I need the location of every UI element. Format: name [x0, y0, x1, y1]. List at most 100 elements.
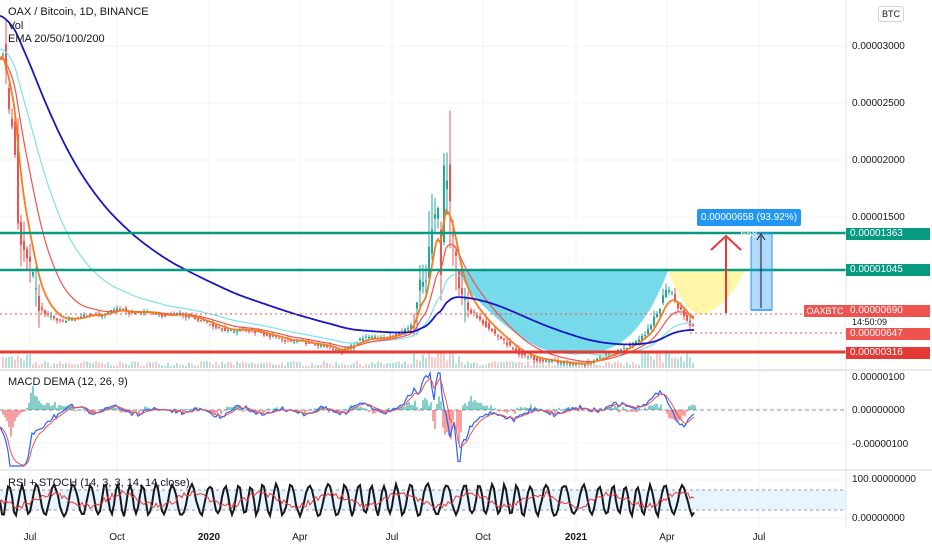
macd-histogram-bar	[452, 410, 454, 421]
candle-body	[293, 341, 295, 343]
candle-body	[596, 358, 598, 361]
macd-title[interactable]: MACD DEMA (12, 26, 9)	[8, 376, 128, 388]
volume-bar	[470, 363, 472, 368]
volume-bar	[587, 363, 589, 368]
candle-body	[134, 312, 136, 314]
candle-body	[65, 320, 67, 323]
candle-body	[203, 320, 205, 322]
macd-histogram-bar	[78, 409, 80, 411]
volume-bar	[641, 353, 643, 368]
volume-bar	[644, 351, 646, 368]
macd-histogram-bar	[516, 407, 518, 410]
macd-histogram-bar	[246, 407, 248, 410]
macd-histogram-bar	[492, 408, 494, 410]
volume-bar	[344, 364, 346, 368]
candle-body	[101, 316, 103, 318]
macd-histogram-bar	[14, 410, 16, 422]
macd-histogram-bar	[404, 406, 406, 410]
volume-bar	[158, 364, 160, 368]
macd-histogram-bar	[500, 410, 502, 411]
volume-bar	[8, 356, 10, 368]
volume-bar	[308, 365, 310, 368]
rsi-title[interactable]: RSI + STOCH (14, 3, 3, 14, 14,close)	[8, 477, 190, 489]
macd-histogram-bar	[60, 405, 62, 410]
macd-histogram-bar	[340, 410, 342, 414]
volume-bar	[440, 352, 442, 368]
macd-histogram-bar	[48, 403, 50, 410]
currency-button[interactable]: BTC	[878, 6, 904, 22]
macd-histogram-bar	[360, 406, 362, 410]
volume-bar	[257, 363, 259, 368]
macd-histogram-bar	[230, 407, 232, 410]
macd-histogram-bar	[198, 410, 200, 412]
macd-histogram-bar	[90, 410, 92, 415]
macd-histogram-bar	[316, 408, 318, 410]
macd-histogram-bar	[328, 410, 330, 413]
rsi-label-100: 100.00000000	[852, 474, 916, 485]
candle-body	[446, 180, 448, 190]
volume-bar	[56, 363, 58, 368]
volume-bar	[248, 363, 250, 368]
macd-histogram-bar	[242, 410, 244, 412]
volume-bars	[2, 350, 694, 368]
price-tag-690: 0.00000690	[846, 305, 930, 317]
candle-body	[11, 118, 13, 127]
volume-bar	[329, 364, 331, 368]
measure-label[interactable]: 0.00000658 (93.92%) 658	[697, 209, 801, 240]
macd-histogram-bar	[16, 410, 18, 418]
candle-body	[494, 329, 496, 334]
volume-bar	[137, 362, 139, 368]
ema-legend[interactable]: EMA 20/50/100/200	[8, 33, 105, 45]
price-tag-316: 0.00000316	[846, 347, 930, 359]
macd-histogram-bar	[562, 409, 564, 411]
volume-bar	[182, 364, 184, 368]
macd-histogram-bar	[644, 407, 646, 410]
candle-body	[98, 313, 100, 315]
macd-histogram-bar	[552, 408, 554, 410]
candle-body	[458, 271, 460, 289]
candle-body	[650, 325, 652, 330]
macd-histogram-bar	[662, 410, 664, 411]
candle-body	[374, 336, 376, 339]
symbol-title[interactable]: OAX / Bitcoin, 1D, BINANCE	[8, 6, 149, 18]
volume-bar	[620, 362, 622, 368]
volume-legend[interactable]: Vol	[8, 20, 24, 32]
macd-histogram-bar	[342, 409, 344, 410]
candle-body	[128, 312, 130, 314]
volume-bar	[671, 358, 673, 368]
volume-bar	[335, 361, 337, 368]
candle-body	[539, 358, 541, 362]
macd-histogram-bar	[120, 410, 122, 413]
macd-histogram-bar	[238, 406, 240, 410]
macd-histogram-bar	[568, 406, 570, 410]
macd-histogram-bar	[224, 410, 226, 411]
volume-bar	[50, 365, 52, 368]
candle-body	[263, 332, 265, 336]
volume-bar	[491, 361, 493, 368]
volume-bar	[29, 353, 31, 368]
measure-arrow-head	[756, 233, 766, 241]
macd-histogram-bar	[308, 409, 310, 411]
rsi-pane	[0, 480, 846, 520]
macd-histogram-bar	[686, 410, 688, 412]
candle-body	[278, 337, 280, 339]
macd-histogram-bar	[482, 405, 484, 410]
volume-bar	[560, 362, 562, 368]
candle-body	[194, 317, 196, 320]
volume-bar	[443, 353, 445, 368]
volume-bar	[536, 361, 538, 368]
macd-histogram-bar	[258, 410, 260, 412]
candle-body	[452, 235, 454, 237]
macd-histogram-bar	[8, 410, 10, 427]
macd-histogram-bar	[228, 406, 230, 410]
macd-histogram-bar	[688, 406, 690, 410]
candle-body	[44, 309, 46, 315]
volume-bar	[497, 362, 499, 368]
volume-bar	[356, 361, 358, 368]
volume-bar	[386, 363, 388, 368]
candle-body	[662, 295, 664, 303]
candle-body	[680, 306, 682, 310]
candle-body	[248, 330, 250, 332]
candle-body	[368, 336, 370, 339]
